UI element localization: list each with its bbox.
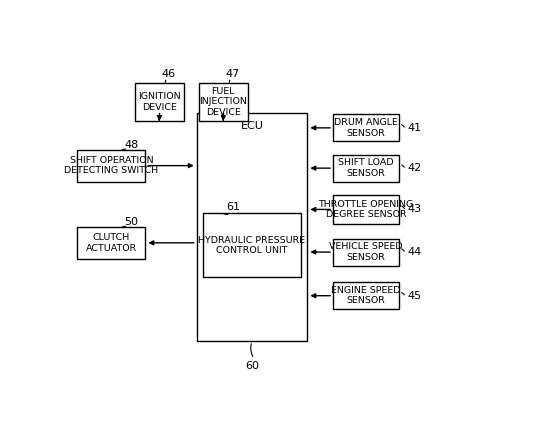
Text: 50: 50 xyxy=(124,217,138,227)
Text: 44: 44 xyxy=(408,247,422,257)
Text: 41: 41 xyxy=(408,123,422,133)
Bar xyxy=(135,82,184,121)
Bar xyxy=(197,113,307,341)
Text: VEHICLE SPEED
SENSOR: VEHICLE SPEED SENSOR xyxy=(329,242,403,262)
Bar xyxy=(333,282,399,309)
Text: ECU: ECU xyxy=(240,121,263,131)
Bar xyxy=(333,155,399,181)
Text: IGNITION
DEVICE: IGNITION DEVICE xyxy=(138,92,180,112)
Text: SHIFT LOAD
SENSOR: SHIFT LOAD SENSOR xyxy=(338,158,394,178)
Text: 45: 45 xyxy=(408,291,422,301)
Bar xyxy=(333,238,399,266)
Bar xyxy=(77,227,146,259)
Text: ENGINE SPEED
SENSOR: ENGINE SPEED SENSOR xyxy=(331,286,401,305)
Bar xyxy=(203,214,301,277)
Bar xyxy=(333,114,399,141)
Text: FUEL
INJECTION
DEVICE: FUEL INJECTION DEVICE xyxy=(199,87,247,117)
Text: THROTTLE OPENING
DEGREE SENSOR: THROTTLE OPENING DEGREE SENSOR xyxy=(318,200,414,219)
Text: CLUTCH
ACTUATOR: CLUTCH ACTUATOR xyxy=(86,233,137,252)
Bar xyxy=(77,150,146,181)
Text: 43: 43 xyxy=(408,204,422,215)
Text: 61: 61 xyxy=(226,202,240,212)
Text: 47: 47 xyxy=(226,69,240,79)
Text: HYDRAULIC PRESSURE
CONTROL UNIT: HYDRAULIC PRESSURE CONTROL UNIT xyxy=(199,236,306,255)
Text: 42: 42 xyxy=(408,163,422,173)
Bar xyxy=(333,195,399,224)
Text: DRUM ANGLE
SENSOR: DRUM ANGLE SENSOR xyxy=(334,118,398,137)
Text: 48: 48 xyxy=(124,140,139,150)
Text: SHIFT OPERATION
DETECTING SWITCH: SHIFT OPERATION DETECTING SWITCH xyxy=(64,156,158,175)
Text: 60: 60 xyxy=(245,361,259,371)
Bar xyxy=(199,82,248,121)
Text: 46: 46 xyxy=(162,69,176,79)
